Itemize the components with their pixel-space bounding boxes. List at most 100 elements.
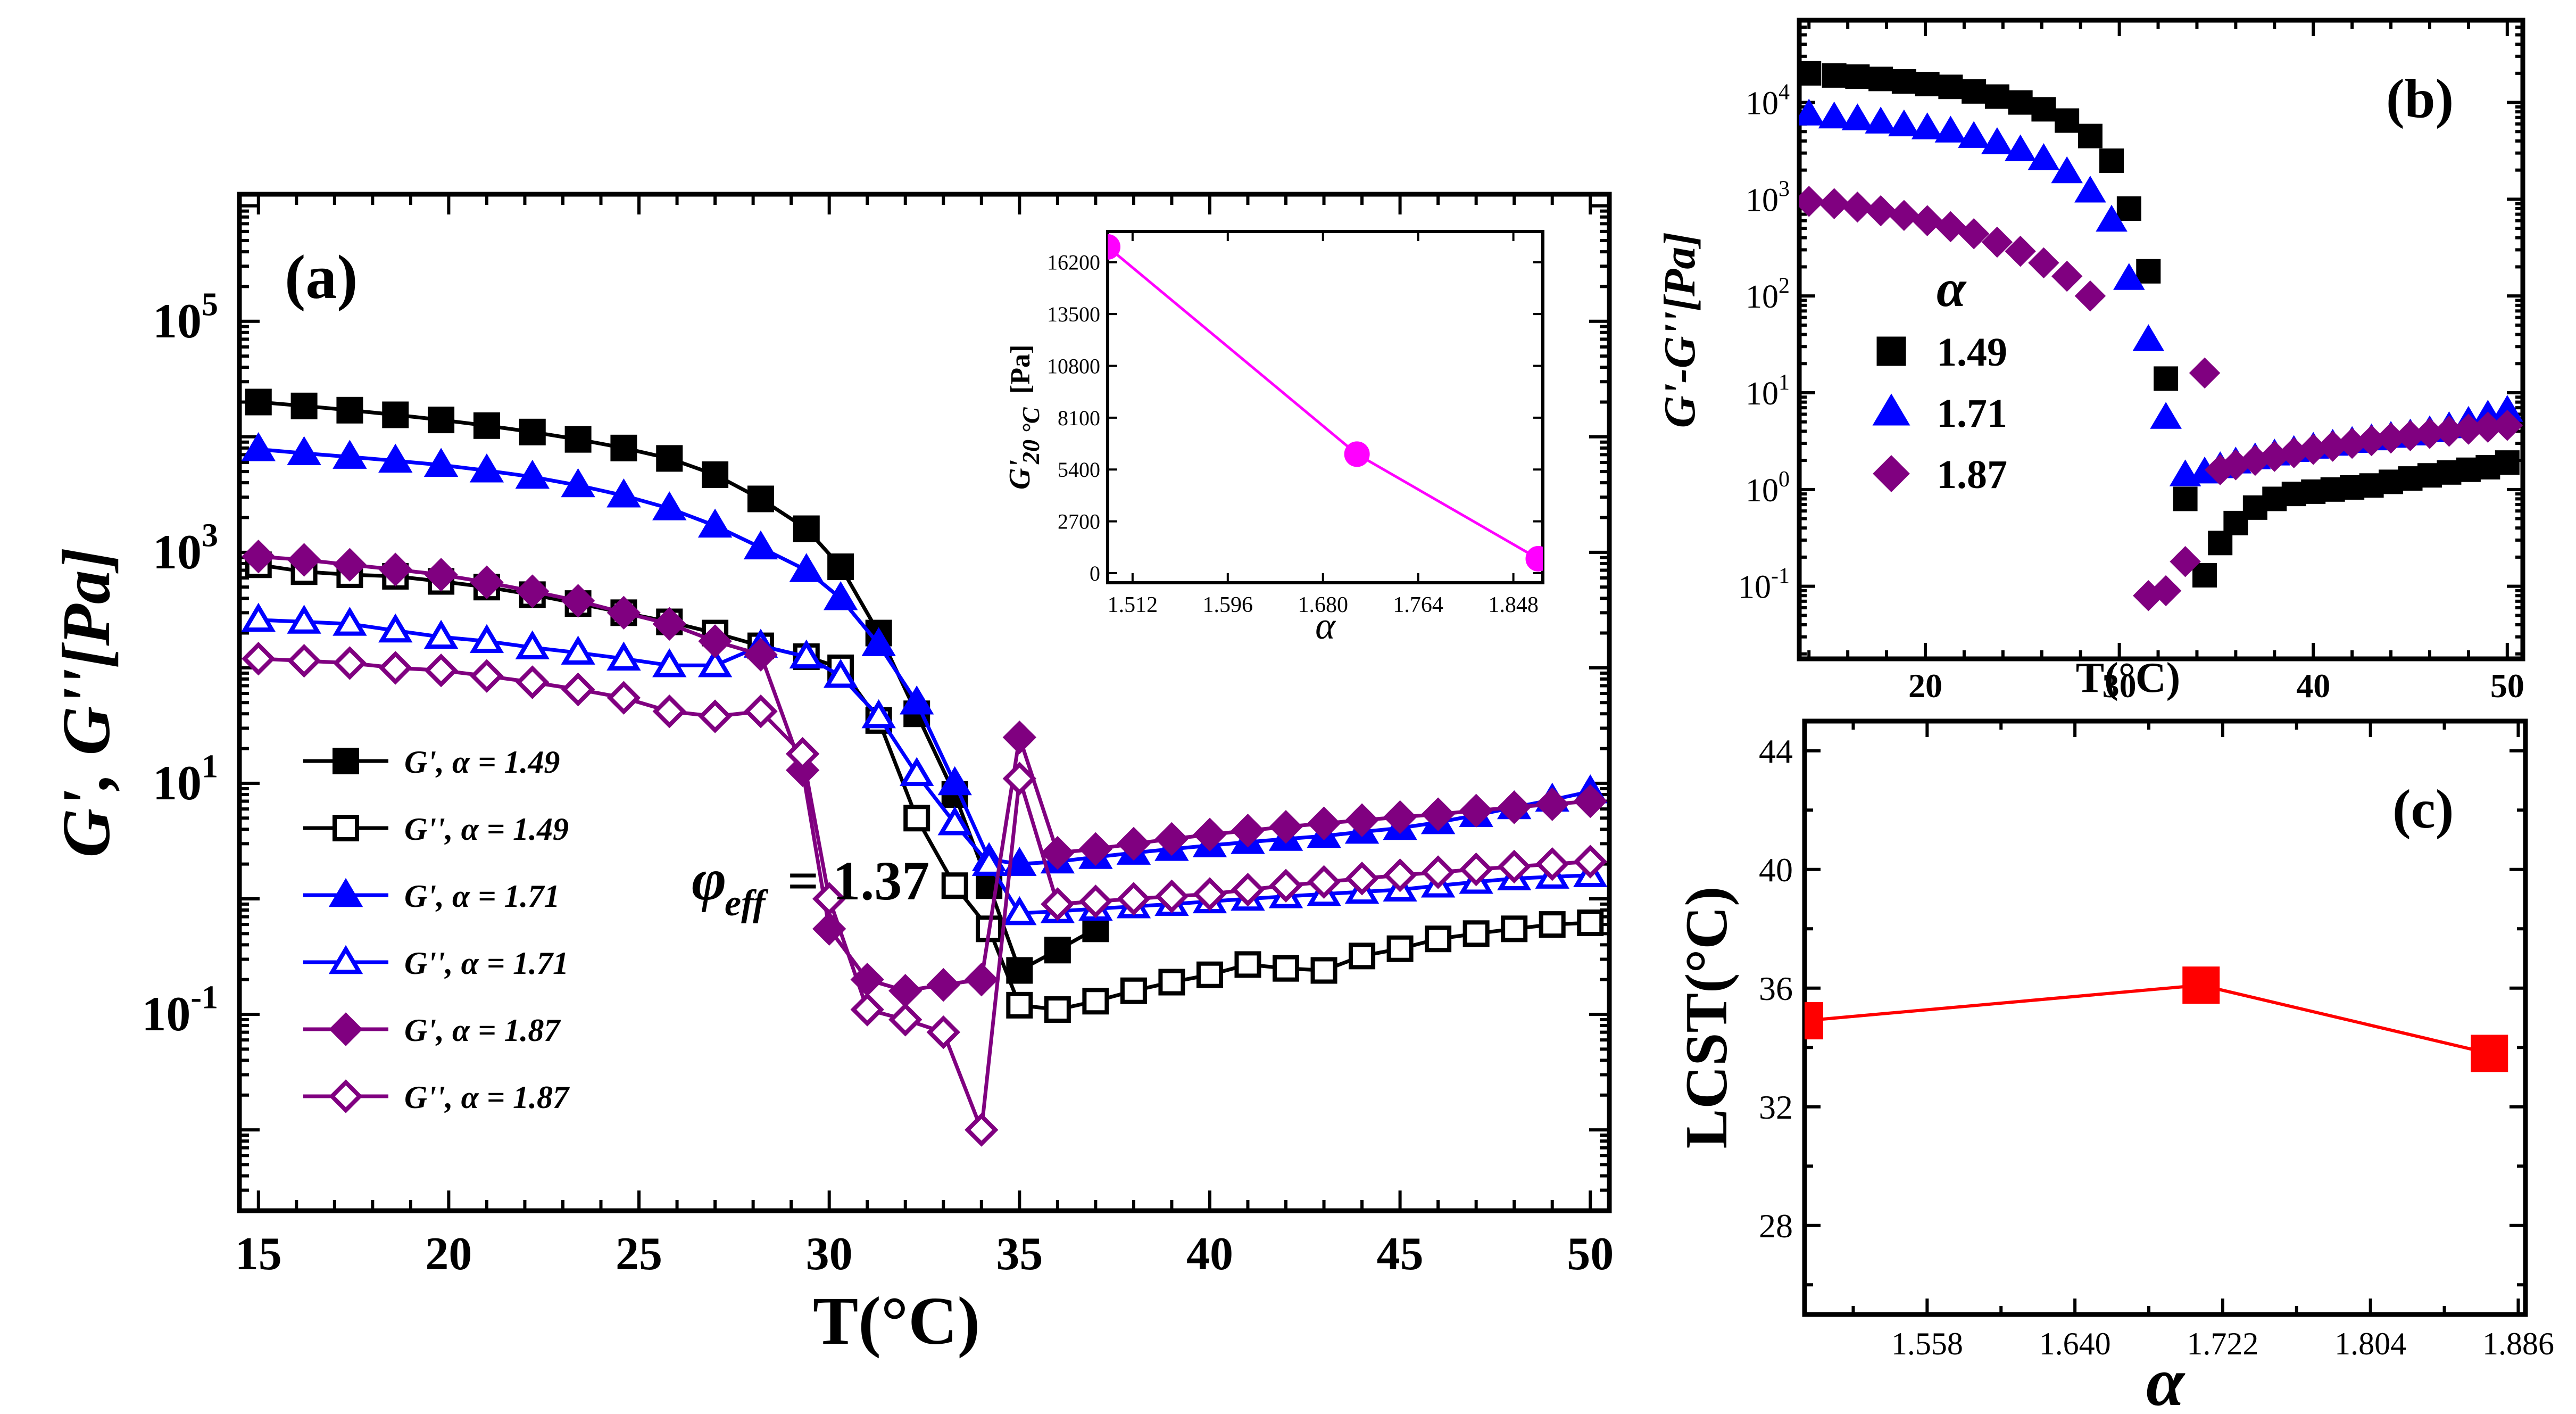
data-point <box>1805 1002 1823 1040</box>
panel-a-inset-chart: 1.512 1.596 1.680 1.764 1.848 0 2700 5400 8100 1… <box>1003 230 1544 647</box>
data-point <box>697 508 733 538</box>
data-point <box>1459 852 1493 887</box>
legend-label: 1.71 <box>1937 391 2007 436</box>
y-tick-label: 2700 <box>1058 510 1100 534</box>
x-tick-label: 35 <box>996 1228 1043 1280</box>
legend-label: G'', α = 1.71 <box>404 946 569 981</box>
data-point <box>1958 121 1990 148</box>
data-point <box>1915 71 1940 96</box>
legend-marker <box>333 748 359 774</box>
legend-label: G'', α = 1.87 <box>404 1080 570 1115</box>
data-point <box>861 627 896 656</box>
series-line <box>258 618 1591 915</box>
data-point <box>2173 486 2198 511</box>
y-tick-label: 44 <box>1759 732 1793 770</box>
data-point <box>2491 410 2523 441</box>
data-point <box>2262 486 2287 511</box>
data-point <box>2154 366 2179 391</box>
data-point <box>937 806 972 836</box>
panel-c-ticks <box>1805 721 2525 1314</box>
data-point <box>1193 817 1227 851</box>
data-point <box>789 639 824 669</box>
x-tick-label: 1.640 <box>2039 1326 2111 1361</box>
data-point <box>1981 127 2013 154</box>
data-point <box>888 974 923 1008</box>
data-point <box>785 737 820 771</box>
data-point <box>652 694 686 729</box>
data-point <box>2027 143 2060 170</box>
y-tick-label: 10-1 <box>142 980 218 1041</box>
legend-marker <box>1872 393 1910 426</box>
data-point <box>1535 847 1569 881</box>
data-point <box>1421 797 1455 831</box>
data-point <box>470 565 504 599</box>
data-point <box>2495 450 2520 475</box>
panel-b-plot-frame <box>1797 18 2525 661</box>
data-point <box>1841 103 1874 130</box>
data-point <box>606 641 641 671</box>
data-point <box>2208 531 2233 556</box>
data-point <box>428 407 455 434</box>
data-point <box>519 418 546 445</box>
x-tick-label: 1.886 <box>2482 1326 2554 1361</box>
data-point <box>1082 988 1109 1015</box>
data-point <box>1535 787 1569 821</box>
data-point <box>965 1113 999 1147</box>
data-point <box>2379 469 2404 494</box>
data-point <box>561 468 595 498</box>
data-point <box>2417 463 2442 488</box>
data-point <box>1082 915 1109 942</box>
data-point <box>424 654 458 688</box>
data-point <box>2192 563 2217 588</box>
panel-a-label: (a) <box>285 242 358 312</box>
data-point <box>1269 869 1303 903</box>
data-point <box>515 459 550 489</box>
data-point <box>1307 865 1341 899</box>
data-point <box>606 596 641 630</box>
data-point <box>937 766 972 796</box>
data-point <box>965 962 999 997</box>
x-tick-label: 1.722 <box>2187 1326 2258 1361</box>
data-point <box>2005 235 2036 267</box>
data-point <box>1573 784 1607 818</box>
data-point <box>652 648 687 677</box>
data-point <box>242 540 276 574</box>
y-tick-label: 104 <box>1746 80 1790 122</box>
panel-a-x-axis-label: T(°C) <box>813 1283 980 1359</box>
data-point <box>470 659 504 693</box>
data-point <box>241 602 276 632</box>
data-point <box>290 392 318 419</box>
data-point <box>1120 977 1147 1004</box>
data-point <box>2456 457 2481 482</box>
data-point <box>2182 966 2220 1004</box>
data-point <box>2004 134 2037 162</box>
panel-a-chart: 15 20 25 30 35 40 45 50 105 103 101 10-1 (a) T(°C)… <box>48 192 1614 1359</box>
data-point <box>827 553 854 580</box>
legend-label: G', α = 1.87 <box>404 1013 561 1048</box>
panel-a-y-axis-label: G', G''[Pa] <box>48 548 124 858</box>
legend-marker <box>1873 455 1910 492</box>
series-line <box>258 563 1591 1012</box>
data-point <box>1002 762 1037 796</box>
data-point <box>2475 454 2500 479</box>
data-point <box>2223 510 2248 535</box>
data-point <box>1577 909 1604 937</box>
data-point <box>2242 495 2267 520</box>
data-point <box>2116 196 2141 221</box>
inset-plot-frame <box>1106 230 1544 584</box>
phi-value: = 1.37 <box>787 850 929 912</box>
data-point <box>1344 441 1370 467</box>
panel-c-series <box>1805 966 2508 1072</box>
data-point <box>1981 226 2013 258</box>
data-point <box>1865 195 1897 227</box>
y-tick-label: 36 <box>1759 970 1793 1007</box>
data-point <box>241 432 276 461</box>
phi-subscript: eff <box>725 883 769 924</box>
data-point <box>1345 803 1379 837</box>
data-point <box>2078 123 2103 148</box>
data-point <box>926 968 960 1002</box>
legend-label: G', α = 1.49 <box>404 745 560 780</box>
data-point <box>2359 473 2384 498</box>
data-point <box>378 552 412 586</box>
panel-b-x-tick-labels: 20 30 40 50 <box>1908 667 2524 705</box>
